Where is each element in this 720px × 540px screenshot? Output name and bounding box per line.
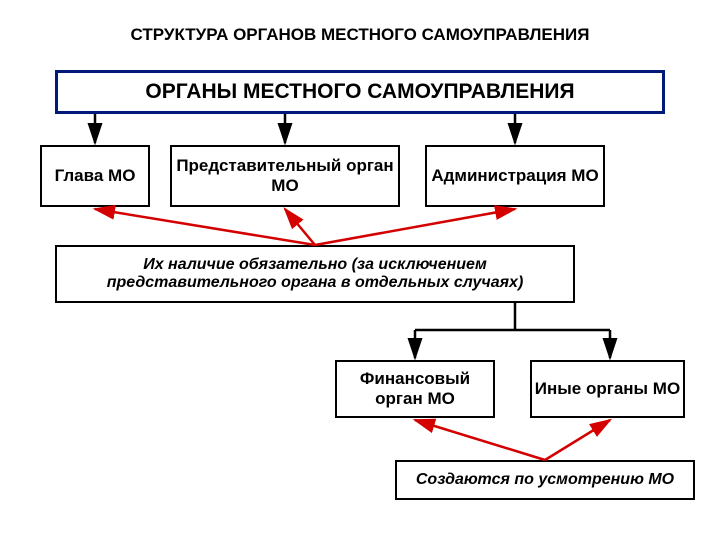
node-top: ОРГАНЫ МЕСТНОГО САМОУПРАВЛЕНИЯ [55, 70, 665, 114]
page-title: СТРУКТУРА ОРГАНОВ МЕСТНОГО САМОУПРАВЛЕНИ… [90, 25, 630, 45]
node-rep: Представительный орган МО [170, 145, 400, 207]
node-finance: Финансовый орган МО [335, 360, 495, 418]
node-mandatory: Их наличие обязательно (за исключением п… [55, 245, 575, 303]
node-head: Глава МО [40, 145, 150, 207]
node-admin: Администрация МО [425, 145, 605, 207]
node-other: Иные органы МО [530, 360, 685, 418]
node-optional: Создаются по усмотрению МО [395, 460, 695, 500]
